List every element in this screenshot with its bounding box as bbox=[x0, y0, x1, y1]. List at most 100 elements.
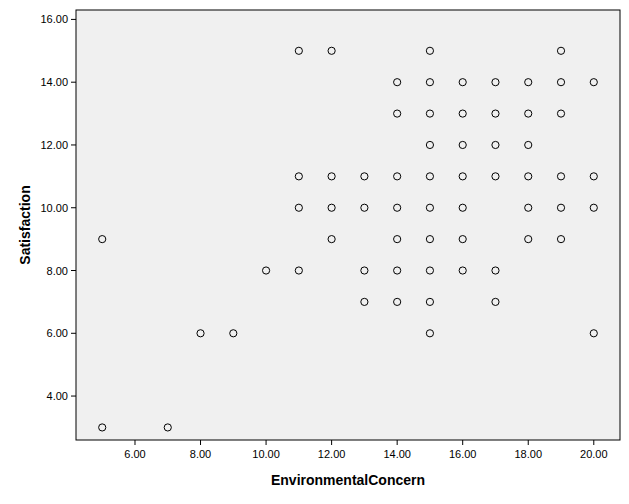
x-tick bbox=[462, 440, 463, 445]
point bbox=[459, 79, 466, 86]
x-tick-label: 18.00 bbox=[514, 448, 542, 460]
point bbox=[295, 267, 302, 274]
x-tick bbox=[397, 440, 398, 445]
x-tick bbox=[593, 440, 594, 445]
y-axis-label: Satisfaction bbox=[17, 185, 33, 264]
point bbox=[426, 267, 433, 274]
point bbox=[230, 330, 237, 337]
x-tick bbox=[200, 440, 201, 445]
y-tick-label: 8.00 bbox=[47, 265, 68, 277]
point bbox=[459, 267, 466, 274]
point bbox=[492, 141, 499, 148]
y-tick bbox=[71, 333, 76, 334]
x-tick-label: 14.00 bbox=[383, 448, 411, 460]
point bbox=[328, 47, 335, 54]
point bbox=[590, 173, 597, 180]
point bbox=[590, 204, 597, 211]
y-tick-label: 10.00 bbox=[40, 202, 68, 214]
y-tick-label: 6.00 bbox=[47, 327, 68, 339]
chart-container: 6.00 8.00 10.00 12.00 14.00 16.00 18.00 20.00 4.… bbox=[0, 0, 629, 504]
point bbox=[164, 424, 171, 431]
point bbox=[394, 110, 401, 117]
point bbox=[295, 173, 302, 180]
chart-svg: 6.00 8.00 10.00 12.00 14.00 16.00 18.00 20.00 4.… bbox=[0, 0, 629, 504]
y-tick bbox=[71, 396, 76, 397]
point bbox=[394, 204, 401, 211]
y-tick-label: 14.00 bbox=[40, 76, 68, 88]
point bbox=[492, 298, 499, 305]
point bbox=[361, 298, 368, 305]
point bbox=[426, 47, 433, 54]
point bbox=[557, 47, 564, 54]
plot-background bbox=[76, 10, 620, 440]
point bbox=[459, 236, 466, 243]
y-tick-label: 4.00 bbox=[47, 390, 68, 402]
point bbox=[459, 141, 466, 148]
point bbox=[459, 173, 466, 180]
point bbox=[99, 236, 106, 243]
point bbox=[426, 141, 433, 148]
point bbox=[557, 79, 564, 86]
point bbox=[426, 110, 433, 117]
point bbox=[557, 110, 564, 117]
y-tick bbox=[71, 144, 76, 145]
x-tick bbox=[331, 440, 332, 445]
point bbox=[361, 267, 368, 274]
point bbox=[492, 173, 499, 180]
plot-frame bbox=[76, 10, 620, 440]
points bbox=[99, 47, 598, 431]
point bbox=[394, 173, 401, 180]
point bbox=[426, 79, 433, 86]
x-tick-label: 8.00 bbox=[190, 448, 211, 460]
x-tick-label: 6.00 bbox=[124, 448, 145, 460]
x-tick bbox=[528, 440, 529, 445]
point bbox=[394, 298, 401, 305]
point bbox=[394, 267, 401, 274]
x-axis-label: EnvironmentalConcern bbox=[271, 472, 425, 488]
point bbox=[590, 79, 597, 86]
point bbox=[525, 204, 532, 211]
point bbox=[525, 236, 532, 243]
point bbox=[525, 79, 532, 86]
y-tick-label: 16.00 bbox=[40, 13, 68, 25]
point bbox=[361, 204, 368, 211]
point bbox=[328, 236, 335, 243]
point bbox=[295, 47, 302, 54]
point bbox=[426, 298, 433, 305]
point bbox=[492, 79, 499, 86]
y-tick bbox=[71, 270, 76, 271]
point bbox=[492, 110, 499, 117]
point bbox=[328, 204, 335, 211]
point bbox=[426, 204, 433, 211]
point bbox=[262, 267, 269, 274]
y-tick bbox=[71, 19, 76, 20]
point bbox=[295, 204, 302, 211]
point bbox=[328, 173, 335, 180]
point bbox=[426, 173, 433, 180]
x-tick bbox=[134, 440, 135, 445]
point bbox=[426, 330, 433, 337]
y-tick-label: 12.00 bbox=[40, 139, 68, 151]
point bbox=[525, 110, 532, 117]
y-tick bbox=[71, 82, 76, 83]
point bbox=[394, 79, 401, 86]
point bbox=[492, 267, 499, 274]
point bbox=[525, 173, 532, 180]
point bbox=[557, 173, 564, 180]
point bbox=[426, 236, 433, 243]
x-tick-label: 10.00 bbox=[252, 448, 280, 460]
point bbox=[459, 110, 466, 117]
x-tick-label: 20.00 bbox=[580, 448, 608, 460]
point bbox=[590, 330, 597, 337]
x-tick-label: 12.00 bbox=[318, 448, 346, 460]
point bbox=[394, 236, 401, 243]
x-tick-label: 16.00 bbox=[449, 448, 477, 460]
point bbox=[557, 204, 564, 211]
x-tick bbox=[266, 440, 267, 445]
y-tick bbox=[71, 207, 76, 208]
point bbox=[557, 236, 564, 243]
point bbox=[99, 424, 106, 431]
point bbox=[197, 330, 204, 337]
point bbox=[459, 204, 466, 211]
point bbox=[525, 141, 532, 148]
